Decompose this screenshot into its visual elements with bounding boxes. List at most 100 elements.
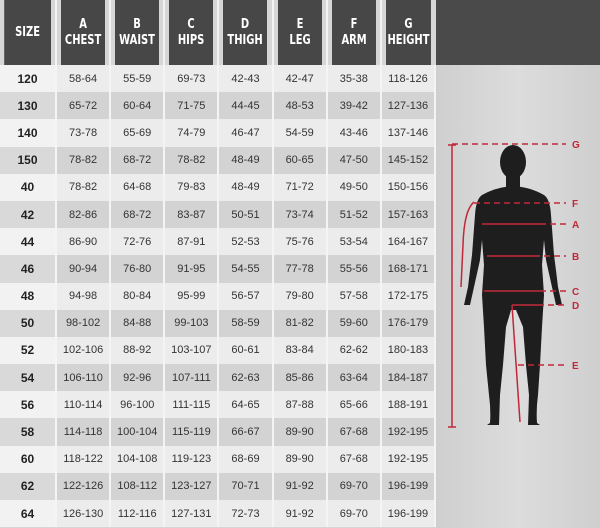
measurement-cell: 55-59 [110,65,166,93]
header-row: SIZE A CHEST B WAIST C HIPS D THIGH E LEG F ARM G HEIG… [0,0,435,65]
column-letter: B [133,16,142,32]
column-header-waist: B WAIST [114,0,162,65]
measurement-cell: 137-146 [380,119,437,147]
measurement-cell: 75-76 [272,228,328,256]
size-chart-table: SIZE A CHEST B WAIST C HIPS D THIGH E LEG F ARM G HEIG… [0,0,437,528]
measurement-cell: 69-70 [326,472,382,500]
column-header-hips: C HIPS [168,0,216,65]
measurement-cell: 77-78 [272,255,328,283]
measurement-cell: 54-55 [218,255,274,283]
measurement-cell: 91-92 [272,500,328,528]
measurement-cell: 50-51 [218,200,274,229]
table-row: 130 65-72 60-64 71-75 44-45 48-53 39-42 127-136 [0,92,437,120]
measurement-cell: 192-195 [380,445,437,473]
measurement-cell: 78-82 [164,146,220,174]
column-header-chest: A CHEST [60,0,107,65]
size-cell: 60 [0,445,57,473]
measurement-cell: 104-108 [110,445,166,473]
measurement-cell: 98-102 [56,309,112,337]
measurement-cell: 48-49 [218,173,274,201]
table-row: 54 106-110 92-96 107-111 62-63 85-86 63-64 184-… [0,364,437,392]
table-row: 60 118-122 104-108 119-123 68-69 89-90 67-68 19… [0,445,437,473]
measurement-cell: 67-68 [326,445,382,473]
label-E: E [572,361,579,372]
measurement-cell: 76-80 [110,255,166,283]
measurement-cell: 80-84 [110,282,166,310]
column-header-arm: F ARM [330,0,378,65]
column-letter: D [241,16,250,32]
measurement-cell: 44-45 [218,92,274,120]
measurement-cell: 56-57 [218,282,274,310]
size-cell: 64 [0,500,57,528]
table-row: 40 78-82 64-68 79-83 48-49 71-72 49-50 150-156 [0,173,437,201]
column-letter: A [79,16,87,32]
measurement-cell: 62-63 [218,364,274,392]
measurement-cell: 118-126 [380,65,437,93]
measurement-cell: 114-118 [56,418,112,446]
measurement-cell: 71-75 [164,92,220,120]
measurement-cell: 79-83 [164,173,220,201]
measurement-cell: 172-175 [380,282,437,310]
measurement-cell: 60-64 [110,92,166,120]
measurement-cell: 65-69 [110,119,166,147]
measurement-cell: 72-76 [110,228,166,256]
measurement-cell: 58-64 [56,65,112,93]
measurement-cell: 67-68 [326,418,382,446]
size-cell: 44 [0,228,57,256]
measurement-cell: 48-53 [272,92,328,120]
column-header-size: SIZE [4,0,53,65]
measurement-cell: 100-104 [110,418,166,446]
size-cell: 58 [0,418,57,446]
measurement-cell: 127-136 [380,92,437,120]
measurement-cell: 68-69 [218,445,274,473]
size-cell: 46 [0,255,57,283]
label-G: G [572,140,580,151]
column-header-height: G HEIGHT [384,0,431,65]
measurement-cell: 72-73 [218,500,274,528]
measurement-cell: 69-70 [326,500,382,528]
table-row: 62 122-126 108-112 123-127 70-71 91-92 69-70 19… [0,472,437,500]
table-row: 120 58-64 55-59 69-73 42-43 42-47 35-38 118-126 [0,65,437,93]
size-cell: 42 [0,200,57,229]
measurement-cell: 39-42 [326,92,382,120]
column-header-thigh: D THIGH [222,0,270,65]
column-letter: F [350,16,358,32]
measurement-cell: 87-91 [164,228,220,256]
measurement-cell: 196-199 [380,472,437,500]
measurement-cell: 168-171 [380,255,437,283]
size-cell: 40 [0,173,57,201]
measurement-cell: 91-95 [164,255,220,283]
measurement-cell: 60-65 [272,146,328,174]
table-row: 56 110-114 96-100 111-115 64-65 87-88 65-66 188… [0,391,437,419]
size-cell: 54 [0,364,57,392]
measurement-cell: 78-82 [56,173,112,201]
label-F: F [572,199,578,210]
measurement-cell: 52-53 [218,228,274,256]
measurement-cell: 60-61 [218,336,274,365]
measurement-cell: 73-78 [56,119,112,147]
measurement-cell: 192-195 [380,418,437,446]
measurement-cell: 118-122 [56,445,112,473]
measurement-cell: 106-110 [56,364,112,392]
label-D: D [572,301,579,312]
measurement-cell: 108-112 [110,472,166,500]
label-B: B [572,252,579,263]
column-label: CHEST [64,32,102,48]
measurement-cell: 180-183 [380,336,437,365]
measurement-cell: 65-72 [56,92,112,120]
measurement-cell: 68-72 [110,146,166,174]
measurement-cell: 65-66 [326,391,382,419]
measurement-cell: 63-64 [326,364,382,392]
measurement-cell: 127-131 [164,500,220,528]
table-row: 50 98-102 84-88 99-103 58-59 81-82 59-60 176-17… [0,309,437,337]
measurement-cell: 145-152 [380,146,437,174]
measurement-cell: 43-46 [326,119,382,147]
measurement-cell: 83-84 [272,336,328,365]
column-letter: C [187,16,195,32]
measurement-cell: 157-163 [380,200,437,229]
arm-line [460,201,475,288]
column-header-leg: E LEG [276,0,324,65]
measurement-cell: 57-58 [326,282,382,310]
body-measurement-figure: G F A B C D E [448,140,580,428]
size-cell: 130 [0,92,57,120]
